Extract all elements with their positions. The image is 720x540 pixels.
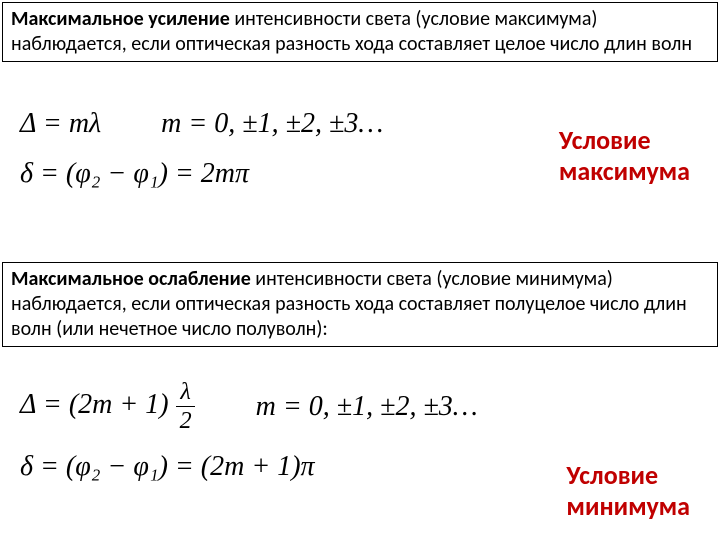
- fraction-numerator: λ: [176, 380, 194, 407]
- formula-phase-max: δ = (φ₂ − φ₁) = 2mπ: [20, 158, 249, 190]
- formula-delta-min: Δ = (2m + 1) λ 2: [20, 380, 196, 433]
- maximum-condition-label: Условие максимума: [559, 125, 690, 187]
- minimum-condition-label: Условие минимума: [566, 460, 690, 522]
- formula-m-values-min: m = 0, ±1, ±2, ±3…: [256, 391, 478, 423]
- minimum-definition-text: Максимальное ослабление интенсивности св…: [11, 267, 709, 342]
- formula-row: Δ = (2m + 1) λ 2 m = 0, ±1, ±2, ±3…: [20, 380, 700, 433]
- maximum-prefix: Максимальное усиление: [11, 7, 230, 31]
- definition-box-maximum: Максимальное усиление интенсивности свет…: [2, 2, 718, 62]
- formula-delta-max: Δ = mλ: [20, 108, 101, 140]
- minimum-prefix: Максимальное ослабление: [11, 267, 251, 291]
- label-line: Условие: [559, 125, 690, 156]
- label-line: минимума: [566, 491, 690, 522]
- definition-box-minimum: Максимальное ослабление интенсивности св…: [2, 262, 718, 347]
- fraction-denominator: 2: [176, 407, 196, 433]
- formula-delta-min-left: Δ = (2m + 1): [20, 389, 169, 420]
- formula-phase-min: δ = (φ₂ − φ₁) = (2m + 1)π: [20, 451, 315, 483]
- label-line: Условие: [566, 460, 690, 491]
- formula-m-values-max: m = 0, ±1, ±2, ±3…: [161, 108, 383, 140]
- fraction: λ 2: [176, 380, 196, 433]
- maximum-definition-text: Максимальное усиление интенсивности свет…: [11, 7, 709, 57]
- label-line: максимума: [559, 156, 690, 187]
